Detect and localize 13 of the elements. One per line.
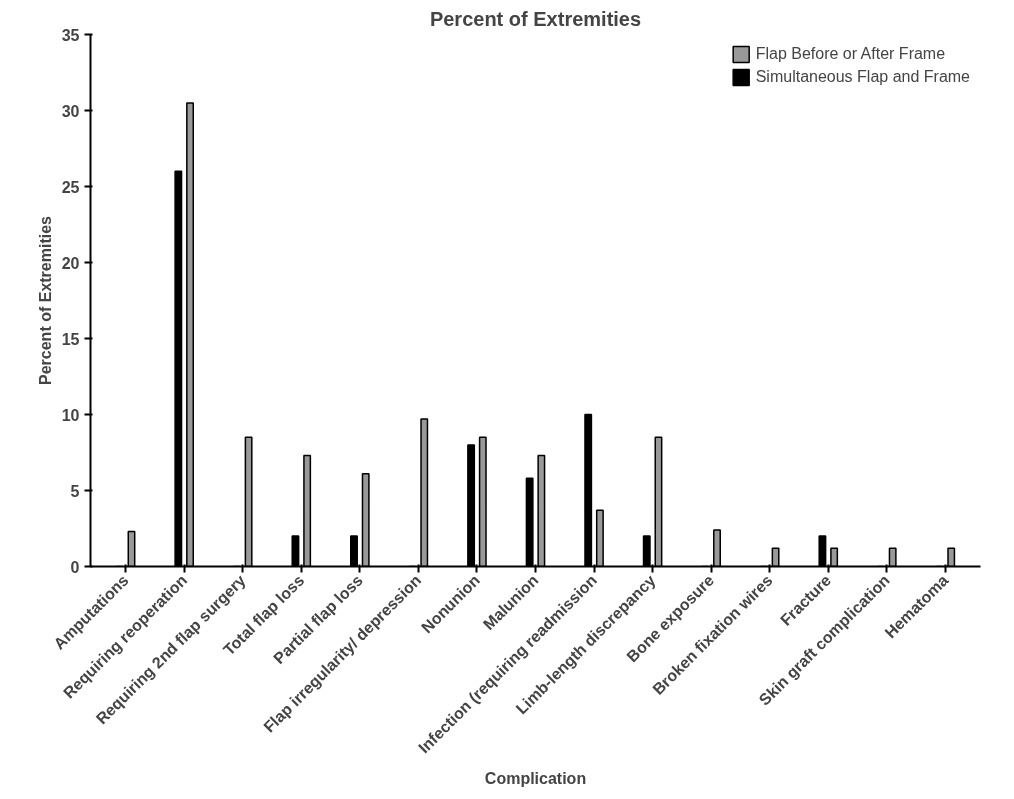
y-axis-title: Percent of Extremities bbox=[36, 215, 54, 385]
y-tick-label: 30 bbox=[61, 102, 80, 120]
y-tick-label: 15 bbox=[61, 330, 80, 348]
y-tick-label: 5 bbox=[70, 482, 80, 500]
y-tick-label: 0 bbox=[70, 558, 80, 576]
y-tick-label: 20 bbox=[61, 254, 80, 272]
y-tick-label: 25 bbox=[61, 178, 80, 196]
legend-label: Flap Before or After Frame bbox=[755, 45, 946, 63]
legend-label: Simultaneous Flap and Frame bbox=[755, 68, 970, 86]
y-tick-label: 35 bbox=[61, 26, 80, 44]
y-tick-label: 10 bbox=[61, 406, 80, 424]
chart-title: Percent of Extremities bbox=[429, 7, 642, 30]
x-axis-title: Complication bbox=[484, 770, 587, 788]
